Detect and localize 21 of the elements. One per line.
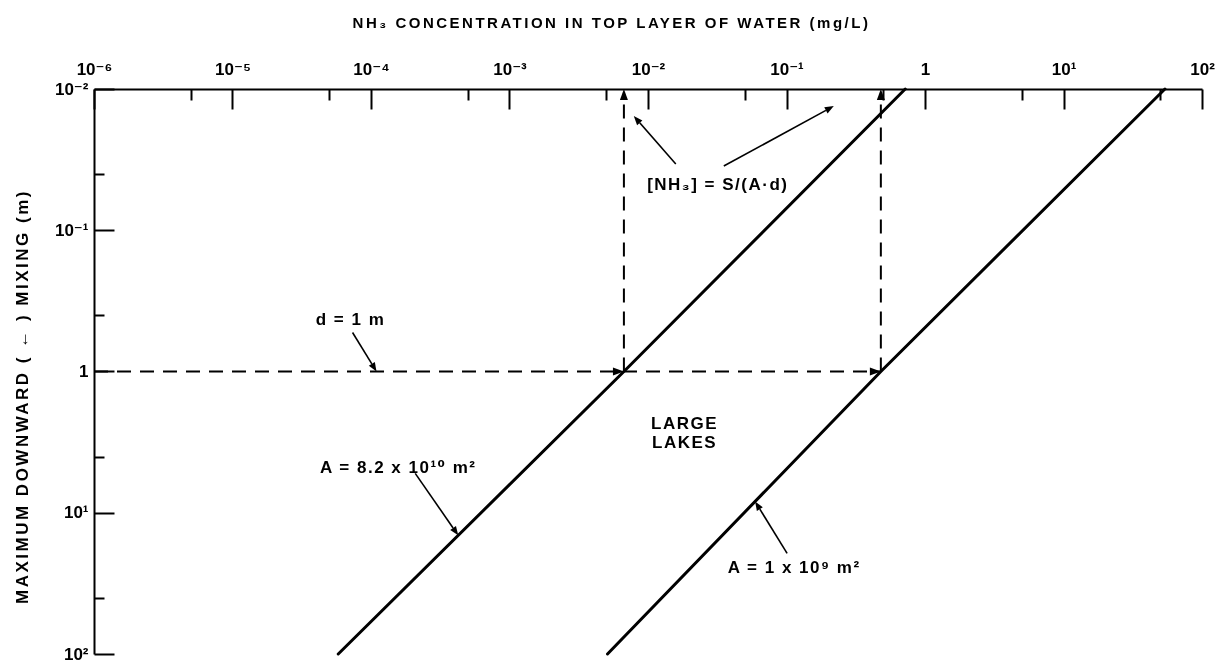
- ref-line-label: d = 1 m: [315, 309, 386, 329]
- y-axis-title: MAXIMUM DOWNWARD ( ← ) MIXING (m): [12, 189, 32, 604]
- series-label: A = 1 x 10⁹ m²: [727, 558, 861, 578]
- x-tick-label: 10⁻⁵: [215, 59, 251, 79]
- series-label: A = 8.2 x 10¹⁰ m²: [319, 458, 477, 478]
- x-tick-label: 10⁻³: [493, 59, 528, 79]
- x-axis-title: NH₃ CONCENTRATION IN TOP LAYER OF WATER (mg/L): [352, 13, 871, 31]
- x-tick-label: 10⁻²: [631, 59, 666, 79]
- x-tick-label: 1: [920, 59, 931, 79]
- x-tick-label: 10¹: [1051, 59, 1077, 79]
- y-tick-label: 1: [79, 362, 89, 381]
- y-tick-label: 10⁻²: [54, 79, 89, 99]
- y-tick-label: 10⁻¹: [54, 220, 89, 240]
- x-tick-label: 10²: [1190, 59, 1216, 79]
- annotation: [NH₃] = S/(A·d): [647, 175, 789, 195]
- x-tick-label: 10⁻⁶: [76, 59, 113, 79]
- y-tick-label: 10¹: [63, 503, 89, 523]
- y-tick-label: 10²: [63, 644, 89, 664]
- x-tick-label: 10⁻⁴: [353, 59, 390, 79]
- annotation: LARGE LAKES: [651, 414, 719, 453]
- x-tick-label: 10⁻¹: [770, 59, 805, 79]
